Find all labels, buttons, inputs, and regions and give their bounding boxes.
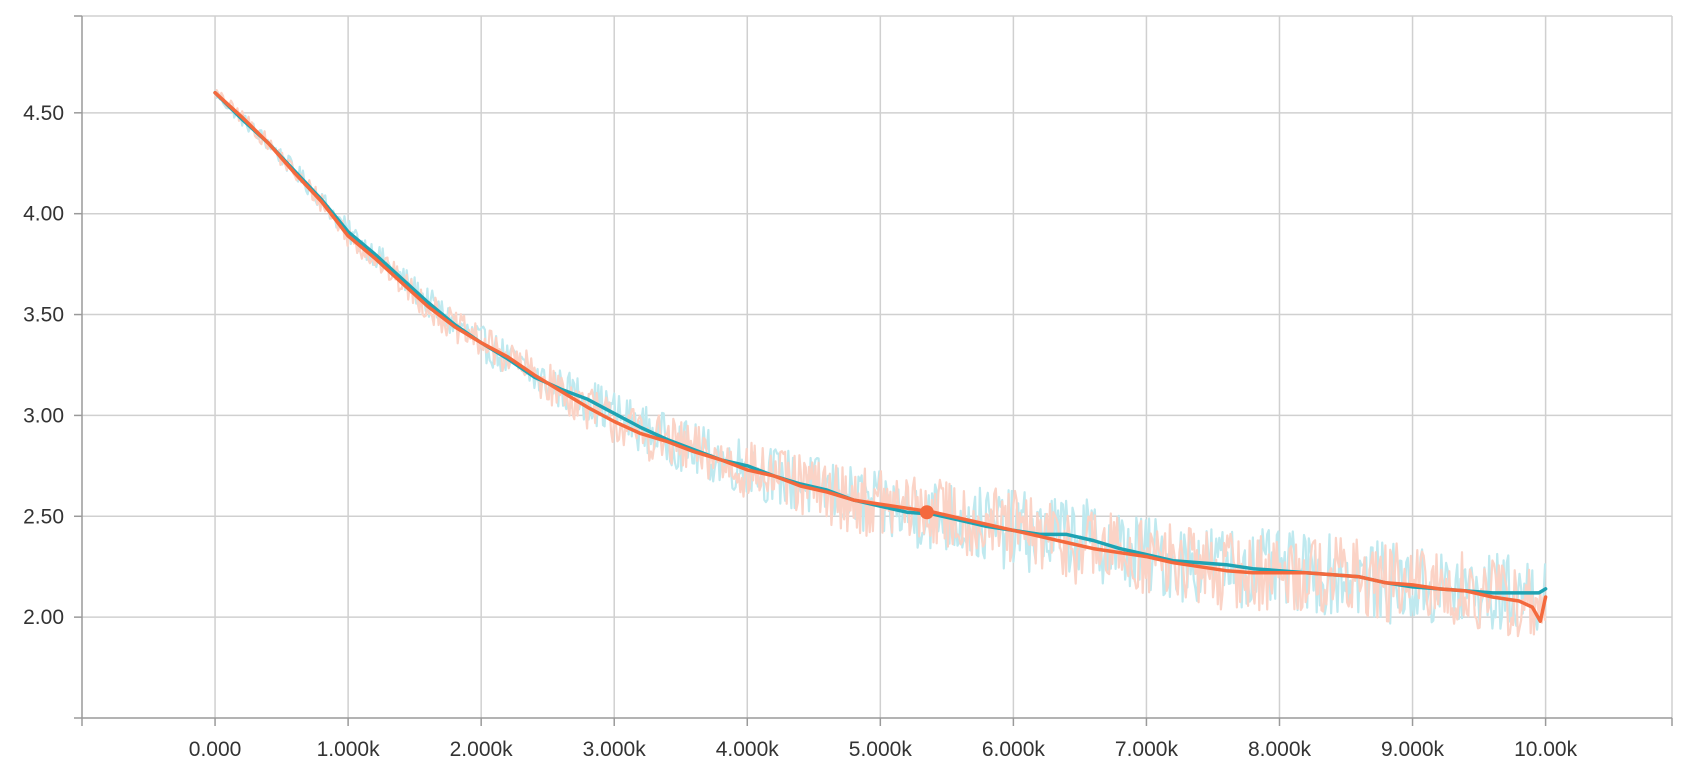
x-tick-label: 0.000 — [189, 738, 242, 761]
x-tick-label: 7.000k — [1115, 738, 1179, 761]
x-tick-label: 9.000k — [1381, 738, 1445, 761]
x-tick-label: 8.000k — [1248, 738, 1312, 761]
y-tick-label: 4.00 — [23, 203, 64, 226]
y-tick-label: 4.50 — [23, 102, 64, 125]
x-tick-label: 2.000k — [450, 738, 514, 761]
x-tick-label: 1.000k — [317, 738, 381, 761]
axes — [74, 15, 1673, 726]
x-tick-label: 4.000k — [716, 738, 780, 761]
raw-series-line-2 — [214, 89, 1547, 638]
y-tick-label: 3.00 — [23, 404, 64, 427]
x-tick-label: 3.000k — [583, 738, 647, 761]
tick-labels: 0.000 1.000k 2.000k 3.000k 4.000k 5.000k 6.000… — [23, 102, 1577, 761]
grid — [82, 15, 1673, 718]
x-tick-label: 6.000k — [982, 738, 1046, 761]
y-tick-label: 2.50 — [23, 505, 64, 528]
x-tick-label: 10.00k — [1514, 738, 1578, 761]
smoothed-series-layer — [213, 90, 1548, 623]
hover-point-marker[interactable] — [919, 505, 934, 520]
highlight-layer — [919, 505, 934, 520]
x-tick-label: 5.000k — [849, 738, 913, 761]
series-line-2[interactable] — [213, 90, 1548, 623]
y-tick-label: 2.00 — [23, 606, 64, 629]
y-tick-label: 3.50 — [23, 304, 64, 327]
